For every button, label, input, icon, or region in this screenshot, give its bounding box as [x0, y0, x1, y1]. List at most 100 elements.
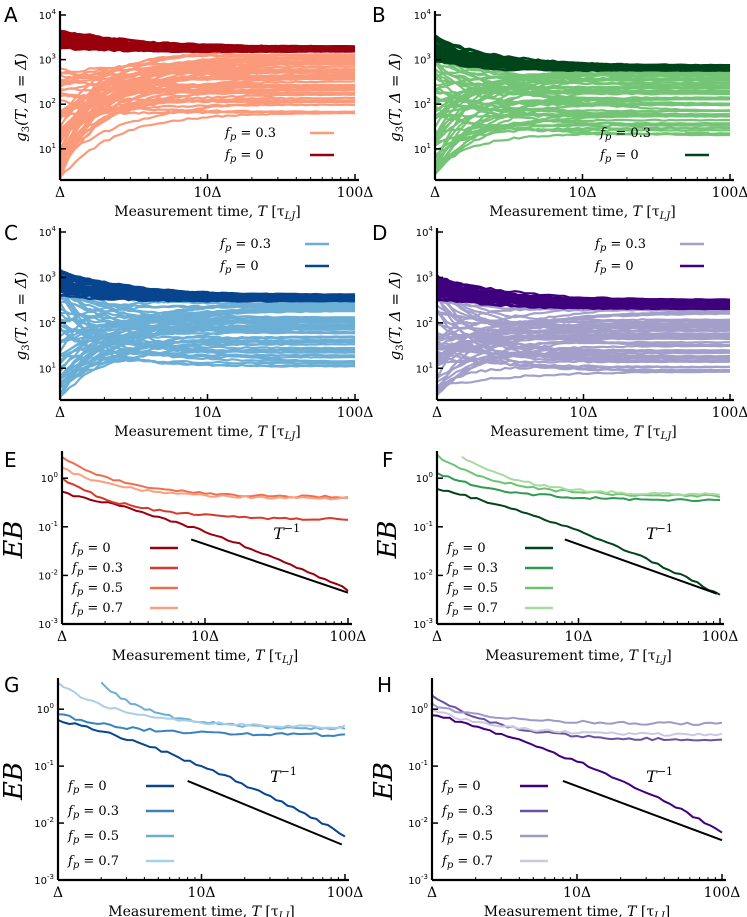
series-line [436, 335, 731, 362]
legend-item: fp = 0.5 [71, 581, 178, 598]
series-line [436, 370, 731, 390]
y-axis-label: g3(T, Δ = Δ̄) [12, 53, 32, 142]
series-line [431, 694, 723, 742]
reference-line [187, 779, 343, 846]
y-tick-label: 103 [416, 270, 433, 284]
legend: fp = 0.3 fp = 0 [224, 126, 334, 165]
series-line [61, 456, 349, 499]
x-axis-label: Measurement time, T [τLJ] [108, 904, 295, 917]
series-line [436, 332, 731, 360]
annotation-label: T−1 [646, 765, 673, 786]
series-line [434, 34, 731, 71]
x-axis-label: Measurement time, T [τLJ] [484, 904, 671, 917]
series-line [59, 111, 356, 179]
x-tick-label: 100Δ [712, 405, 747, 421]
series-line [61, 477, 349, 521]
svg-text:fp = 0.3: fp = 0.3 [441, 804, 493, 821]
y-tick-label: 101 [39, 142, 56, 156]
y-tick-label: 101 [416, 361, 433, 375]
legend-item: fp = 0 [71, 541, 178, 558]
x-tick-label: 10Δ [563, 885, 591, 901]
series-line [60, 103, 356, 118]
y-tick-label: 104 [39, 8, 57, 22]
series-line [61, 490, 349, 592]
y-axis-label: EB [369, 762, 399, 801]
y-tick-label: 10-1 [413, 520, 433, 534]
svg-text:fp = 0: fp = 0 [441, 779, 481, 796]
series-line [435, 87, 731, 116]
y-tick-label: 103 [39, 270, 56, 284]
series-line [434, 68, 731, 95]
panel-g: G T−1 Δ 10Δ 100Δ 100 10-1 10-2 10-3 Measurement t… [0, 673, 363, 917]
legend-item: fp = 0.3 [594, 237, 704, 254]
series-group [57, 681, 346, 838]
x-tick-label: Δ [432, 405, 442, 421]
svg-text:fp = 0.3: fp = 0.3 [224, 126, 276, 143]
reference-line [190, 538, 349, 594]
svg-text:fp = 0.5: fp = 0.5 [71, 581, 123, 598]
series-group [61, 456, 349, 592]
y-tick-label: 102 [414, 97, 431, 111]
series-line [434, 104, 731, 132]
x-tick-label: 100Δ [712, 185, 747, 201]
series-line [59, 354, 356, 365]
svg-text:fp = 0: fp = 0 [599, 148, 639, 165]
x-tick-label: 100Δ [330, 629, 367, 645]
series-line [436, 279, 731, 310]
legend: fp = 0.3 fp = 0 [594, 237, 704, 276]
y-tick-label: 101 [39, 361, 56, 375]
series-line [59, 307, 356, 344]
panel-h: H T−1 Δ 10Δ 100Δ 100 10-1 10-2 10-3 Measurement t… [369, 673, 740, 917]
series-line [436, 298, 731, 312]
y-tick-label: 10-3 [38, 617, 58, 631]
x-tick-label: Δ [430, 185, 440, 201]
y-tick-label: 10-2 [413, 568, 433, 582]
annotation-label: T−1 [646, 522, 673, 543]
y-tick-label: 10-1 [38, 520, 58, 534]
x-tick-label: Δ [427, 885, 437, 901]
y-tick-label: 10-2 [38, 568, 58, 582]
panel-letter: D [372, 221, 387, 245]
y-tick-label: 100 [411, 702, 428, 716]
svg-text:fp = 0: fp = 0 [67, 779, 107, 796]
axes: Δ 10Δ 100Δ 101 102 103 104 [414, 8, 747, 201]
series-line [436, 453, 721, 499]
series-line [61, 466, 349, 501]
x-tick-label: 10Δ [194, 405, 222, 421]
y-axis-label: g3(T, Δ = Δ̄) [12, 271, 32, 360]
series-line [436, 318, 731, 380]
svg-text:fp = 0.3: fp = 0.3 [599, 126, 651, 143]
y-axis-label: g3(T, Δ = Δ̄) [386, 271, 406, 360]
x-axis-label: Measurement time, T [τLJ] [114, 424, 301, 442]
series-line [59, 99, 356, 114]
series-line [59, 318, 356, 363]
x-tick-label: 100Δ [327, 885, 364, 901]
reference-line [562, 779, 723, 842]
axes: Δ 10Δ 100Δ 101 102 103 104 [39, 225, 374, 421]
x-tick-label: 100Δ [337, 405, 374, 421]
series-line [461, 455, 721, 497]
y-tick-label: 10-3 [413, 617, 433, 631]
x-axis-label: Measurement time, T [τLJ] [490, 424, 677, 442]
x-tick-label: Δ [57, 629, 67, 645]
series-line [436, 319, 731, 367]
panel-letter: B [372, 3, 386, 27]
series-line [436, 311, 730, 331]
series-group [433, 34, 731, 176]
legend-item: fp = 0 [67, 779, 174, 796]
legend-item: fp = 0.7 [446, 601, 553, 618]
reference-line [564, 538, 718, 595]
y-tick-label: 104 [39, 225, 57, 239]
y-tick-label: 100 [416, 471, 433, 485]
series-group [58, 29, 356, 180]
series-line [431, 714, 723, 834]
series-line [436, 280, 731, 302]
legend-item: fp = 0.3 [599, 126, 709, 143]
x-tick-label: 10Δ [194, 185, 222, 201]
legend-item: fp = 0.5 [446, 581, 553, 598]
x-tick-label: 100Δ [704, 885, 741, 901]
panel-b: B Δ 10Δ 100Δ 101 102 103 104 Measurement time, T… [372, 3, 747, 222]
series-line [436, 472, 721, 502]
svg-text:fp = 0.3: fp = 0.3 [67, 804, 119, 821]
legend-item: fp = 0.3 [71, 561, 178, 578]
